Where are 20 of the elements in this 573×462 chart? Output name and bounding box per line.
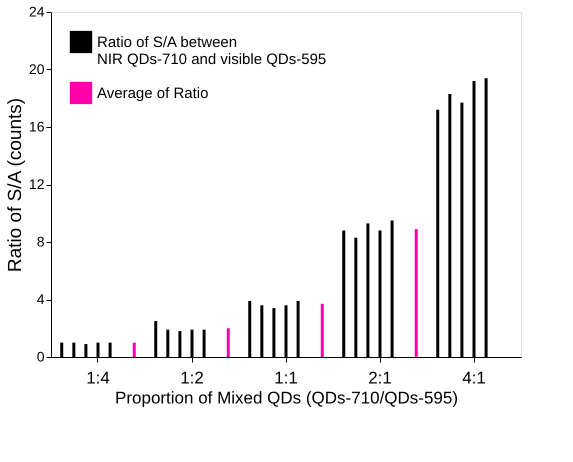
bar <box>414 229 418 357</box>
legend-label: Ratio of S/A between NIR QDs-710 and visible QDs-595 <box>97 34 326 68</box>
legend-label: Average of Ratio <box>97 85 208 102</box>
bar <box>132 342 136 357</box>
y-axis-title: Ratio of S/A (counts) <box>4 98 26 272</box>
y-tick-label: 4 <box>36 291 45 307</box>
y-tick-label: 16 <box>28 118 45 134</box>
x-axis-title: Proportion of Mixed QDs (QDs-710/QDs-595) <box>115 388 458 408</box>
x-tick-label: 2:1 <box>368 368 392 388</box>
y-tick-label: 12 <box>28 176 45 192</box>
x-tick-label: 1:1 <box>274 368 298 388</box>
y-tick-label: 0 <box>36 348 45 364</box>
bar <box>320 304 324 357</box>
y-tick-label: 20 <box>28 61 45 77</box>
x-tick-label: 1:4 <box>86 368 110 388</box>
y-tick-label: 8 <box>36 234 45 250</box>
x-tick-label: 4:1 <box>462 368 486 388</box>
bar <box>226 328 230 357</box>
x-tick-label: 1:2 <box>180 368 204 388</box>
y-tick-label: 24 <box>28 4 45 20</box>
